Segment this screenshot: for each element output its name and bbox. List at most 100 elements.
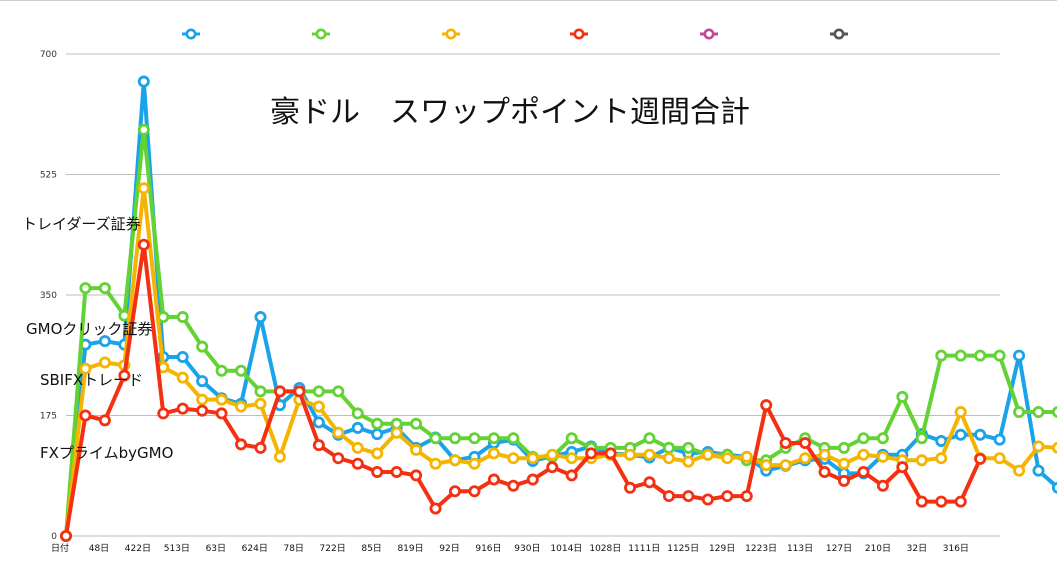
data-point bbox=[410, 443, 423, 456]
series-name-label: GMOクリック証券 bbox=[26, 320, 152, 338]
data-point bbox=[993, 433, 1006, 446]
x-tick-label: 422日 bbox=[125, 543, 151, 554]
data-point bbox=[857, 465, 870, 478]
x-tick-label: 32日 bbox=[907, 543, 927, 554]
data-point bbox=[371, 447, 384, 460]
x-tick-label: 127日 bbox=[826, 543, 852, 554]
data-point bbox=[351, 441, 364, 454]
x-tick-label: 1028日 bbox=[589, 543, 621, 554]
data-point bbox=[448, 432, 461, 445]
data-point bbox=[857, 448, 870, 461]
data-point bbox=[507, 452, 520, 465]
data-point bbox=[1013, 464, 1026, 477]
data-point bbox=[487, 432, 500, 445]
data-point bbox=[196, 340, 209, 353]
x-tick-label: 210日 bbox=[865, 543, 891, 554]
data-point bbox=[526, 452, 539, 465]
x-tick-label: 85日 bbox=[361, 543, 381, 554]
data-point bbox=[993, 349, 1006, 362]
data-point bbox=[429, 457, 442, 470]
x-tick-label: 624日 bbox=[242, 543, 268, 554]
data-point bbox=[351, 457, 364, 470]
data-point bbox=[312, 400, 325, 413]
data-point bbox=[312, 439, 325, 452]
series-line bbox=[64, 79, 1057, 538]
data-point bbox=[779, 459, 792, 472]
data-point bbox=[682, 490, 695, 503]
data-point bbox=[662, 441, 675, 454]
data-point bbox=[312, 385, 325, 398]
data-point bbox=[565, 452, 578, 465]
data-point bbox=[1032, 406, 1045, 419]
data-point bbox=[215, 407, 228, 420]
data-point bbox=[98, 335, 111, 348]
data-point bbox=[176, 371, 189, 384]
x-tick-label: 129日 bbox=[709, 543, 735, 554]
data-point bbox=[235, 364, 248, 377]
data-point bbox=[818, 465, 831, 478]
data-point bbox=[662, 452, 675, 465]
data-point bbox=[624, 448, 637, 461]
data-point bbox=[254, 397, 267, 410]
data-point bbox=[351, 407, 364, 420]
data-point bbox=[993, 452, 1006, 465]
chart-title: 豪ドル スワップポイント週間合計 bbox=[270, 95, 750, 130]
data-point bbox=[624, 481, 637, 494]
legend-swatch-marker bbox=[703, 28, 715, 40]
data-point bbox=[235, 400, 248, 413]
data-point bbox=[215, 393, 228, 406]
x-tick-label: 113日 bbox=[787, 543, 813, 554]
data-point bbox=[546, 461, 559, 474]
x-tick-label: 930日 bbox=[514, 543, 540, 554]
data-point bbox=[137, 75, 150, 88]
data-point bbox=[896, 390, 909, 403]
x-tick-label: 78日 bbox=[283, 543, 303, 554]
data-point bbox=[468, 457, 481, 470]
data-point bbox=[118, 369, 131, 382]
data-point bbox=[254, 311, 267, 324]
data-point bbox=[935, 495, 948, 508]
data-point bbox=[448, 485, 461, 498]
x-axis-ticks: 日付 48日 422日 513日 63日 624日 78日 722日 85日 819日 92日 916… bbox=[51, 543, 969, 554]
data-point bbox=[157, 407, 170, 420]
data-point bbox=[79, 362, 92, 375]
x-tick-label: 92日 bbox=[439, 543, 459, 554]
x-tick-label: 1111日 bbox=[628, 543, 660, 554]
data-point bbox=[721, 452, 734, 465]
data-point bbox=[1013, 349, 1026, 362]
data-point bbox=[701, 448, 714, 461]
data-point bbox=[254, 441, 267, 454]
data-point bbox=[935, 349, 948, 362]
data-point bbox=[273, 450, 286, 463]
legend-entry bbox=[312, 28, 330, 40]
x-tick-label: 1223日 bbox=[745, 543, 777, 554]
data-point bbox=[915, 495, 928, 508]
data-point bbox=[643, 432, 656, 445]
data-point bbox=[273, 385, 286, 398]
data-point bbox=[254, 385, 267, 398]
data-point bbox=[176, 350, 189, 363]
data-point bbox=[857, 432, 870, 445]
data-point bbox=[1013, 406, 1026, 419]
data-point bbox=[371, 428, 384, 441]
data-point bbox=[876, 450, 889, 463]
data-point bbox=[1032, 440, 1045, 453]
data-point bbox=[332, 385, 345, 398]
legend-entry bbox=[700, 28, 718, 40]
data-point bbox=[799, 437, 812, 450]
data-point bbox=[332, 452, 345, 465]
data-point bbox=[98, 282, 111, 295]
data-point bbox=[779, 437, 792, 450]
series-3 bbox=[60, 238, 987, 543]
y-tick-label: 350 bbox=[40, 291, 57, 301]
data-point bbox=[935, 434, 948, 447]
y-tick-label: 525 bbox=[40, 171, 57, 181]
data-point bbox=[176, 402, 189, 415]
data-point bbox=[312, 416, 325, 429]
data-point bbox=[1051, 406, 1057, 418]
data-point bbox=[565, 469, 578, 482]
data-point bbox=[137, 182, 150, 195]
data-point bbox=[410, 417, 423, 430]
data-point bbox=[507, 479, 520, 492]
